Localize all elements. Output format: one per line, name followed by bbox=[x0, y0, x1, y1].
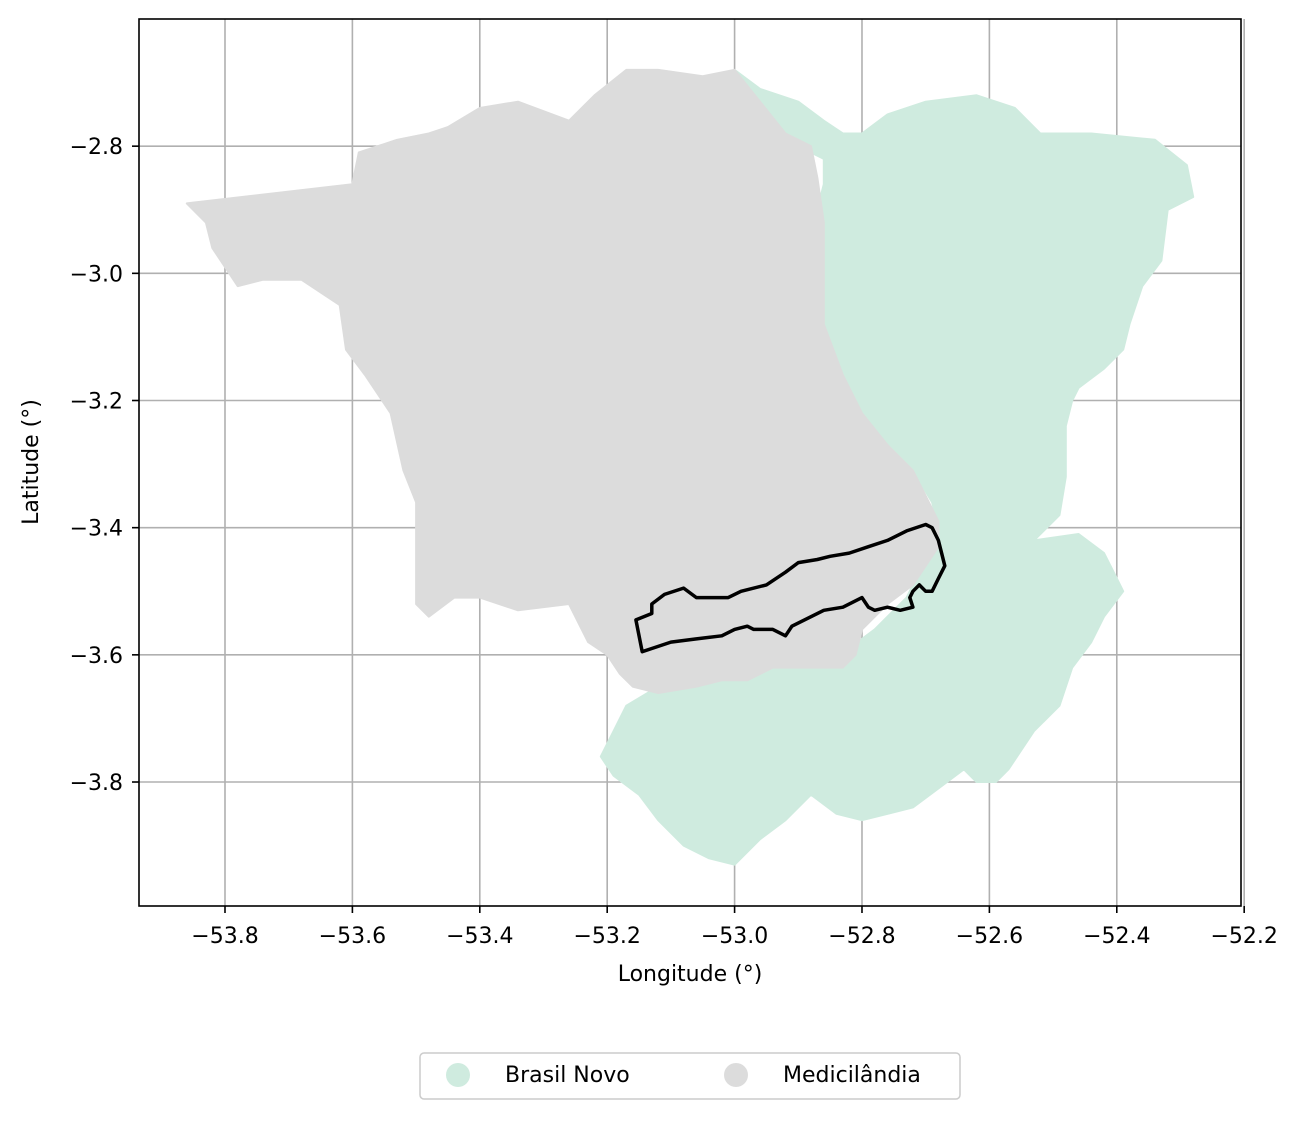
y-tick-label: −2.8 bbox=[70, 135, 123, 160]
study-area-outline bbox=[634, 522, 947, 654]
x-axis-label: Longitude (°) bbox=[618, 962, 763, 987]
highlight-outline bbox=[634, 522, 947, 654]
y-tick-label: −3.2 bbox=[70, 390, 123, 415]
region-brasil-novo bbox=[599, 68, 1195, 866]
x-tick-label: −53.2 bbox=[573, 924, 640, 949]
region-medicil-ndia bbox=[185, 68, 940, 694]
x-tick-label: −52.4 bbox=[1083, 924, 1150, 949]
y-axis-ticks: −2.8 −3.0 −3.2 −3.4 −3.6 −3.8 bbox=[70, 135, 139, 796]
y-tick-label: −3.8 bbox=[70, 771, 123, 796]
legend-marker-brasil-novo bbox=[446, 1063, 470, 1087]
x-tick-label: −52.8 bbox=[828, 924, 895, 949]
legend: Brasil Novo Medicilândia bbox=[419, 1052, 961, 1100]
y-tick-label: −3.6 bbox=[70, 644, 123, 669]
legend-label-brasil-novo: Brasil Novo bbox=[505, 1063, 630, 1088]
legend-label-medicilandia: Medicilândia bbox=[783, 1063, 921, 1088]
x-tick-label: −53.8 bbox=[191, 924, 258, 949]
x-tick-label: −53.0 bbox=[701, 924, 768, 949]
y-axis-label: Latitude (°) bbox=[19, 399, 44, 525]
x-tick-label: −52.2 bbox=[1210, 924, 1277, 949]
legend-box bbox=[419, 1052, 961, 1100]
x-axis-ticks: −53.8 −53.6 −53.4 −53.2 −53.0 −52.8 −52.6 −52.4… bbox=[191, 906, 1278, 949]
map-regions bbox=[185, 68, 1195, 866]
legend-marker-medicilandia bbox=[724, 1063, 748, 1087]
y-tick-label: −3.4 bbox=[70, 517, 123, 542]
y-tick-label: −3.0 bbox=[70, 262, 123, 287]
x-tick-label: −53.4 bbox=[446, 924, 513, 949]
x-tick-label: −52.6 bbox=[956, 924, 1023, 949]
plot-frame bbox=[138, 18, 1242, 907]
x-tick-label: −53.6 bbox=[319, 924, 386, 949]
